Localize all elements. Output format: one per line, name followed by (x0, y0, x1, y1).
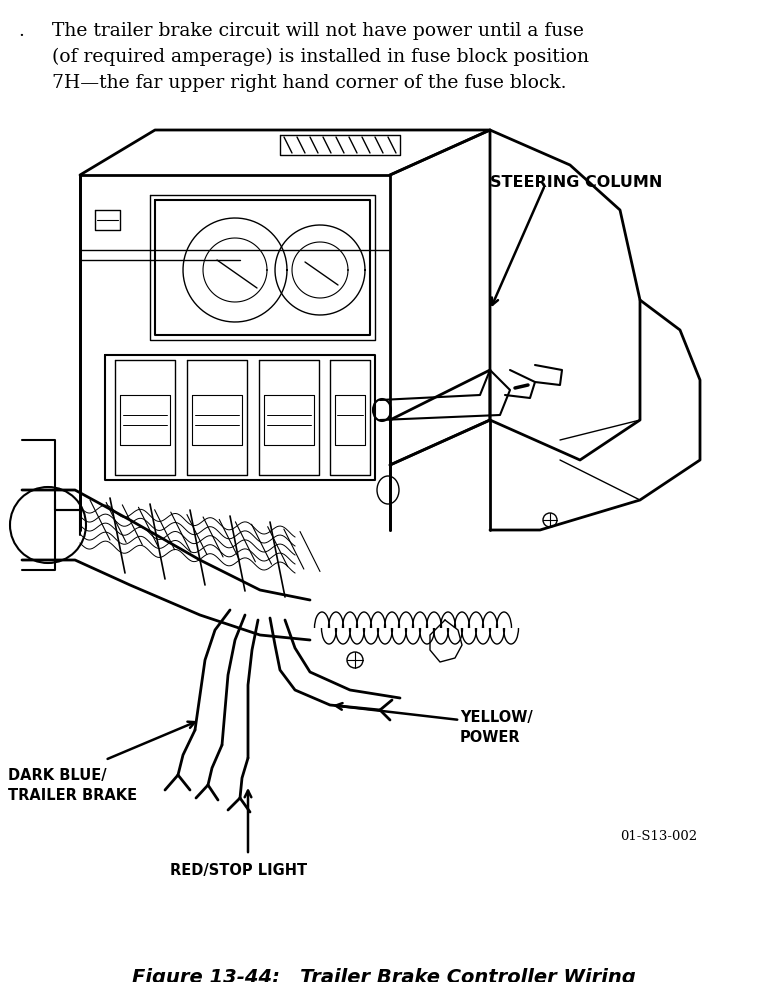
Text: 01-S13-002: 01-S13-002 (620, 830, 697, 843)
Text: YELLOW/
POWER: YELLOW/ POWER (460, 710, 533, 744)
Text: STEERING COLUMN: STEERING COLUMN (490, 175, 662, 190)
Text: The trailer brake circuit will not have power until a fuse: The trailer brake circuit will not have … (52, 22, 584, 40)
Text: Figure 13-44:   Trailer Brake Controller Wiring: Figure 13-44: Trailer Brake Controller W… (132, 968, 636, 982)
Text: .: . (18, 22, 24, 40)
Text: 7H—the far upper right hand corner of the fuse block.: 7H—the far upper right hand corner of th… (52, 74, 567, 92)
Text: RED/STOP LIGHT: RED/STOP LIGHT (170, 863, 307, 878)
Text: (of required amperage) is installed in fuse block position: (of required amperage) is installed in f… (52, 48, 589, 66)
Text: DARK BLUE/
TRAILER BRAKE: DARK BLUE/ TRAILER BRAKE (8, 768, 137, 803)
